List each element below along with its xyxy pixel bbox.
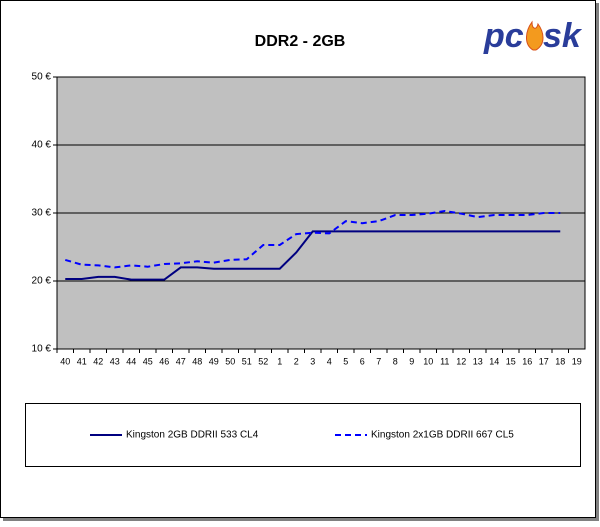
logo-flame [526, 20, 544, 51]
logo: pc sk [483, 17, 583, 55]
y-tick-label: 50 € [32, 72, 52, 83]
y-tick-label: 40 € [32, 140, 52, 151]
x-tick-label: 45 [143, 356, 153, 366]
x-tick-label: 17 [539, 356, 549, 366]
x-tick-label: 16 [522, 356, 532, 366]
x-tick-label: 44 [126, 356, 136, 366]
x-tick-label: 15 [506, 356, 516, 366]
y-tick-label: 30 € [32, 208, 52, 219]
x-tick-label: 51 [242, 356, 252, 366]
x-tick-label: 43 [110, 356, 120, 366]
x-tick-label: 41 [77, 356, 87, 366]
x-tick-label: 7 [376, 356, 381, 366]
x-tick-label: 49 [209, 356, 219, 366]
series-line [64, 209, 561, 269]
x-tick-label: 9 [409, 356, 414, 366]
x-tick-label: 40 [60, 356, 70, 366]
legend-label: Kingston 2x1GB DDRII 667 CL5 [371, 430, 514, 441]
x-tick-label: 1 [277, 356, 282, 366]
x-tick-label: 10 [423, 356, 433, 366]
x-tick-label: 12 [456, 356, 466, 366]
x-tick-label: 8 [393, 356, 398, 366]
x-tick-label: 2 [294, 356, 299, 366]
x-tick-label: 46 [159, 356, 169, 366]
x-tick-label: 19 [572, 356, 582, 366]
x-tick-label: 4 [327, 356, 332, 366]
x-tick-label: 3 [310, 356, 315, 366]
logo-text: sk [543, 17, 583, 55]
x-tick-label: 14 [489, 356, 499, 366]
x-tick-label: 5 [343, 356, 348, 366]
x-tick-label: 6 [360, 356, 365, 366]
logo-text: pc [483, 17, 524, 55]
x-tick-label: 48 [192, 356, 202, 366]
x-tick-label: 47 [176, 356, 186, 366]
chart-title: DDR2 - 2GB [255, 33, 346, 50]
series-line [65, 230, 561, 281]
y-tick-label: 10 € [32, 344, 52, 355]
x-tick-label: 18 [555, 356, 565, 366]
y-tick-label: 20 € [32, 276, 52, 287]
x-tick-label: 13 [473, 356, 483, 366]
x-tick-label: 50 [225, 356, 235, 366]
legend-label: Kingston 2GB DDRII 533 CL4 [126, 430, 259, 441]
x-tick-label: 52 [258, 356, 268, 366]
x-tick-label: 11 [440, 356, 449, 366]
x-tick-label: 42 [93, 356, 103, 366]
